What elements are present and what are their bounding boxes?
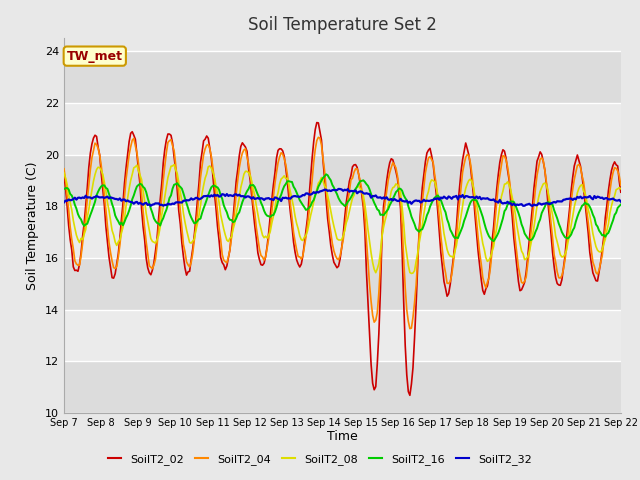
Bar xyxy=(64,206,621,258)
Bar xyxy=(64,310,621,361)
Bar xyxy=(64,155,621,206)
Bar xyxy=(64,51,621,103)
X-axis label: Time: Time xyxy=(327,431,358,444)
Title: Soil Temperature Set 2: Soil Temperature Set 2 xyxy=(248,16,437,34)
Text: TW_met: TW_met xyxy=(67,49,123,62)
Bar xyxy=(64,361,621,413)
Bar xyxy=(64,258,621,310)
Bar xyxy=(64,103,621,155)
Legend: SoilT2_02, SoilT2_04, SoilT2_08, SoilT2_16, SoilT2_32: SoilT2_02, SoilT2_04, SoilT2_08, SoilT2_… xyxy=(104,450,536,469)
Y-axis label: Soil Temperature (C): Soil Temperature (C) xyxy=(26,161,39,290)
